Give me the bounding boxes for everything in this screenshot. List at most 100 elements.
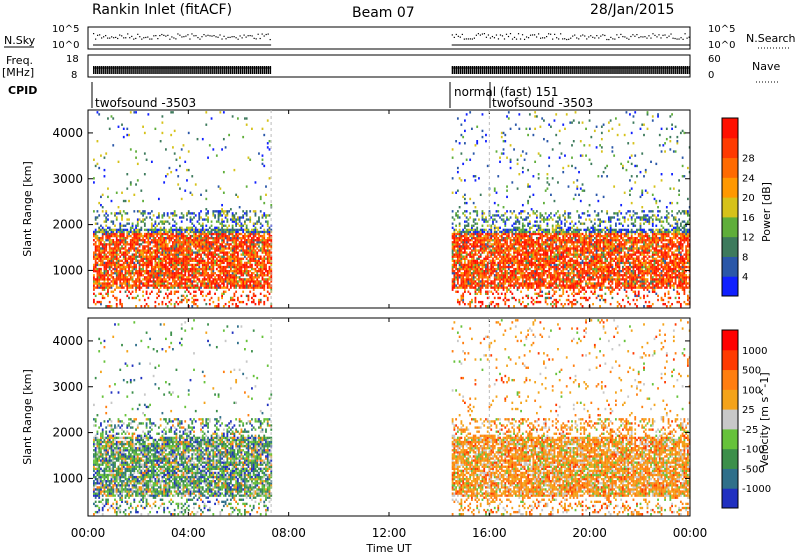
data-cell: [245, 247, 248, 250]
data-cell: [254, 274, 257, 277]
data-cell: [268, 253, 271, 256]
data-cell: [499, 276, 501, 279]
data-cell: [244, 212, 246, 215]
data-cell: [507, 232, 510, 236]
data-cell: [490, 261, 493, 265]
data-cell: [108, 226, 111, 230]
data-cell: [147, 269, 150, 273]
data-cell: [142, 212, 144, 215]
data-cell: [525, 243, 528, 246]
data-cell: [135, 111, 137, 114]
data-cell: [187, 247, 190, 250]
data-cell: [186, 300, 188, 304]
data-cell: [456, 251, 459, 254]
data-cell: [205, 189, 208, 192]
data-cell: [159, 274, 162, 277]
data-cell: [465, 239, 468, 242]
data-cell: [129, 272, 132, 275]
data-cell: [131, 257, 134, 260]
data-cell: [175, 245, 178, 248]
nsky-point: [163, 34, 165, 36]
data-cell: [121, 236, 123, 240]
data-cell: [229, 267, 232, 271]
data-cell: [233, 234, 236, 238]
data-cell: [140, 189, 143, 192]
data-cell: [150, 253, 153, 256]
data-cell: [523, 263, 526, 267]
data-cell: [481, 236, 484, 240]
data-cell: [266, 241, 269, 244]
data-cell: [187, 232, 190, 236]
data-cell: [486, 286, 489, 289]
data-cell: [245, 241, 248, 244]
data-cell: [133, 247, 136, 250]
data-cell: [101, 251, 104, 254]
data-cell: [516, 276, 519, 279]
data-cell: [187, 263, 190, 267]
data-cell: [110, 280, 113, 283]
data-cell: [166, 296, 169, 300]
data-cell: [166, 272, 169, 275]
data-cell: [509, 241, 512, 244]
data-cell: [228, 232, 231, 236]
freq-point: [137, 66, 139, 74]
data-cell: [525, 230, 528, 234]
data-cell: [235, 267, 238, 271]
data-cell: [147, 247, 150, 250]
data-cell: [493, 259, 496, 263]
data-cell: [479, 253, 482, 256]
data-cell: [191, 193, 194, 197]
data-cell: [462, 135, 465, 139]
data-cell: [252, 286, 255, 289]
data-cell: [182, 257, 185, 260]
data-cell: [208, 298, 211, 302]
data-cell: [194, 255, 197, 258]
data-cell: [242, 282, 245, 285]
data-cell: [472, 276, 475, 279]
data-cell: [479, 272, 482, 275]
data-cell: [256, 278, 259, 281]
data-cell: [189, 218, 192, 221]
data-cell: [502, 280, 505, 283]
data-cell: [506, 249, 508, 252]
data-cell: [133, 228, 136, 232]
data-cell: [217, 232, 220, 236]
freq-point: [191, 66, 193, 74]
data-cell: [157, 249, 160, 252]
data-cell: [145, 282, 148, 285]
data-cell: [500, 232, 503, 236]
data-cell: [525, 218, 528, 221]
data-cell: [154, 243, 157, 246]
data-cell: [497, 282, 500, 285]
data-cell: [129, 245, 132, 248]
data-cell: [240, 239, 243, 242]
data-cell: [138, 255, 141, 258]
data-cell: [147, 243, 150, 246]
data-cell: [147, 274, 150, 277]
data-cell: [101, 276, 104, 279]
data-cell: [456, 245, 459, 248]
data-cell: [474, 175, 477, 178]
data-cell: [256, 261, 259, 265]
data-cell: [249, 241, 252, 244]
data-cell: [474, 272, 477, 275]
data-cell: [157, 257, 160, 260]
data-cell: [94, 286, 97, 289]
data-cell: [215, 259, 218, 263]
data-cell: [469, 259, 472, 263]
data-cell: [210, 259, 213, 263]
data-cell: [465, 234, 468, 238]
data-cell: [261, 269, 264, 273]
data-cell: [500, 214, 503, 217]
data-cell: [124, 280, 127, 283]
data-cell: [231, 218, 234, 221]
data-cell: [502, 251, 505, 254]
data-cell: [191, 212, 194, 215]
data-cell: [154, 269, 157, 273]
data-cell: [259, 298, 262, 302]
data-cell: [520, 255, 522, 258]
data-cell: [513, 247, 515, 250]
data-cell: [523, 230, 526, 234]
data-cell: [467, 241, 470, 244]
data-cell: [208, 232, 211, 236]
